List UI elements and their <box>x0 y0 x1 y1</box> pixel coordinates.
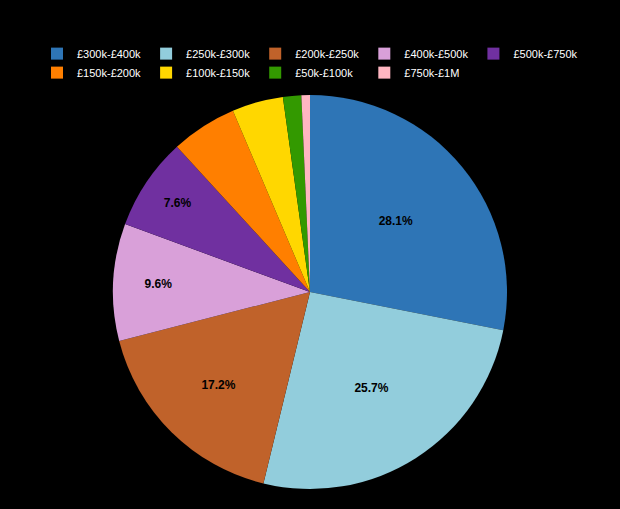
svg-text:25.7%: 25.7% <box>354 381 388 395</box>
svg-text:£300k-£400k: £300k-£400k <box>77 48 141 60</box>
svg-text:£500k-£750k: £500k-£750k <box>513 48 577 60</box>
svg-text:9.6%: 9.6% <box>144 277 172 291</box>
svg-text:£750k-£1M: £750k-£1M <box>404 67 459 79</box>
svg-text:£400k-£500k: £400k-£500k <box>404 48 468 60</box>
svg-text:7.6%: 7.6% <box>164 196 192 210</box>
svg-text:17.2%: 17.2% <box>201 378 235 392</box>
svg-text:£50k-£100k: £50k-£100k <box>295 67 353 79</box>
svg-text:£100k-£150k: £100k-£150k <box>186 67 250 79</box>
svg-text:£250k-£300k: £250k-£300k <box>186 48 250 60</box>
svg-text:28.1%: 28.1% <box>379 214 413 228</box>
svg-text:£200k-£250k: £200k-£250k <box>295 48 359 60</box>
svg-text:£150k-£200k: £150k-£200k <box>77 67 141 79</box>
